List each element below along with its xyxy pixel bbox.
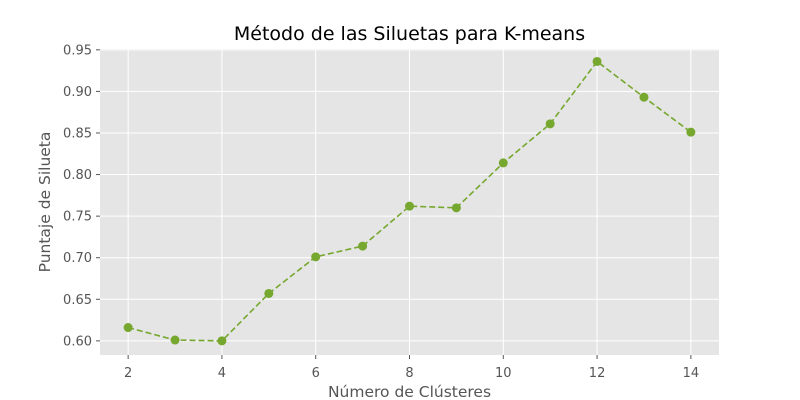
data-point xyxy=(592,56,602,66)
x-tick-label: 12 xyxy=(589,366,606,381)
y-tick-label: 0.75 xyxy=(63,210,92,225)
data-point xyxy=(451,203,461,213)
data-point xyxy=(170,335,180,345)
y-axis-ticks: 0.60 0.65 0.70 0.75 0.80 0.85 0.90 0.95 xyxy=(63,43,100,349)
y-tick-label: 0.95 xyxy=(63,43,92,58)
series-markers xyxy=(123,56,696,346)
data-point xyxy=(545,119,555,129)
y-tick-label: 0.80 xyxy=(63,168,92,183)
data-point xyxy=(686,127,696,137)
y-tick-label: 0.60 xyxy=(63,334,92,349)
x-tick-label: 10 xyxy=(495,366,512,381)
data-point xyxy=(405,201,414,211)
y-tick-label: 0.90 xyxy=(63,85,92,100)
y-tick-label: 0.85 xyxy=(63,126,92,141)
x-tick-label: 4 xyxy=(218,366,226,381)
data-point xyxy=(311,252,321,262)
data-point xyxy=(264,288,274,298)
x-tick-label: 6 xyxy=(312,366,320,381)
y-tick-label: 0.70 xyxy=(63,251,92,266)
x-tick-label: 2 xyxy=(124,366,132,381)
chart-title: Método de las Siluetas para K-means xyxy=(234,23,585,45)
data-point xyxy=(123,323,133,333)
data-point xyxy=(498,158,508,168)
data-point xyxy=(639,92,649,102)
x-axis-ticks: 2 4 6 8 10 12 14 xyxy=(124,355,699,381)
x-axis-label: Número de Clústeres xyxy=(328,383,491,400)
y-axis-label: Puntaje de Silueta xyxy=(36,132,54,273)
y-tick-label: 0.65 xyxy=(63,293,92,308)
data-point xyxy=(217,336,227,346)
x-tick-label: 8 xyxy=(405,366,413,381)
x-tick-label: 14 xyxy=(683,366,700,381)
data-point xyxy=(358,241,368,251)
